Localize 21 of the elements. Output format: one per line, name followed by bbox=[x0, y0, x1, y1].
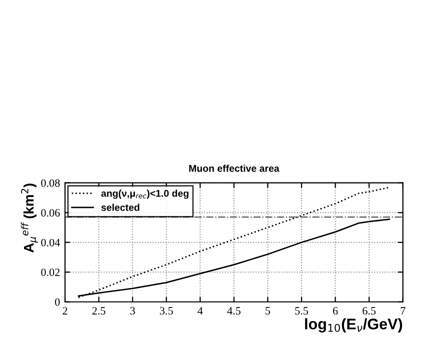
legend-label: ang(ν,μ$_{rec}$)<1.0 deg bbox=[101, 190, 188, 199]
y-tick-label: 0.08 bbox=[41, 179, 60, 187]
x-tick-label: 2 bbox=[62, 307, 68, 314]
x-tick-label: 2.5 bbox=[92, 307, 106, 315]
x-tick-label: 6 bbox=[333, 307, 338, 315]
x-tick-label: 6.5 bbox=[362, 307, 376, 315]
y-tick-label: 0.04 bbox=[41, 238, 60, 246]
y-tick-label: 0.02 bbox=[41, 268, 60, 276]
x-axis-title: log$_{10}$(E$_{ν}$/GeV) bbox=[305, 318, 402, 333]
x-tick-label: 4.5 bbox=[227, 307, 240, 315]
legend-label: selected bbox=[101, 204, 140, 211]
chart-title: Muon effective area bbox=[189, 164, 280, 172]
x-tick-label: 3.5 bbox=[160, 307, 173, 315]
y-axis-title: A$_{μ}$$^{eff}$ (km$^{2}$) bbox=[20, 184, 38, 253]
y-tick-label: 0.06 bbox=[41, 209, 60, 217]
x-tick-label: 7 bbox=[400, 307, 406, 314]
x-tick-label: 5 bbox=[266, 307, 270, 315]
x-tick-label: 5.5 bbox=[295, 307, 308, 315]
x-tick-label: 3 bbox=[130, 307, 135, 315]
y-tick-label: 0 bbox=[55, 298, 60, 306]
x-tick-label: 4 bbox=[198, 307, 203, 314]
